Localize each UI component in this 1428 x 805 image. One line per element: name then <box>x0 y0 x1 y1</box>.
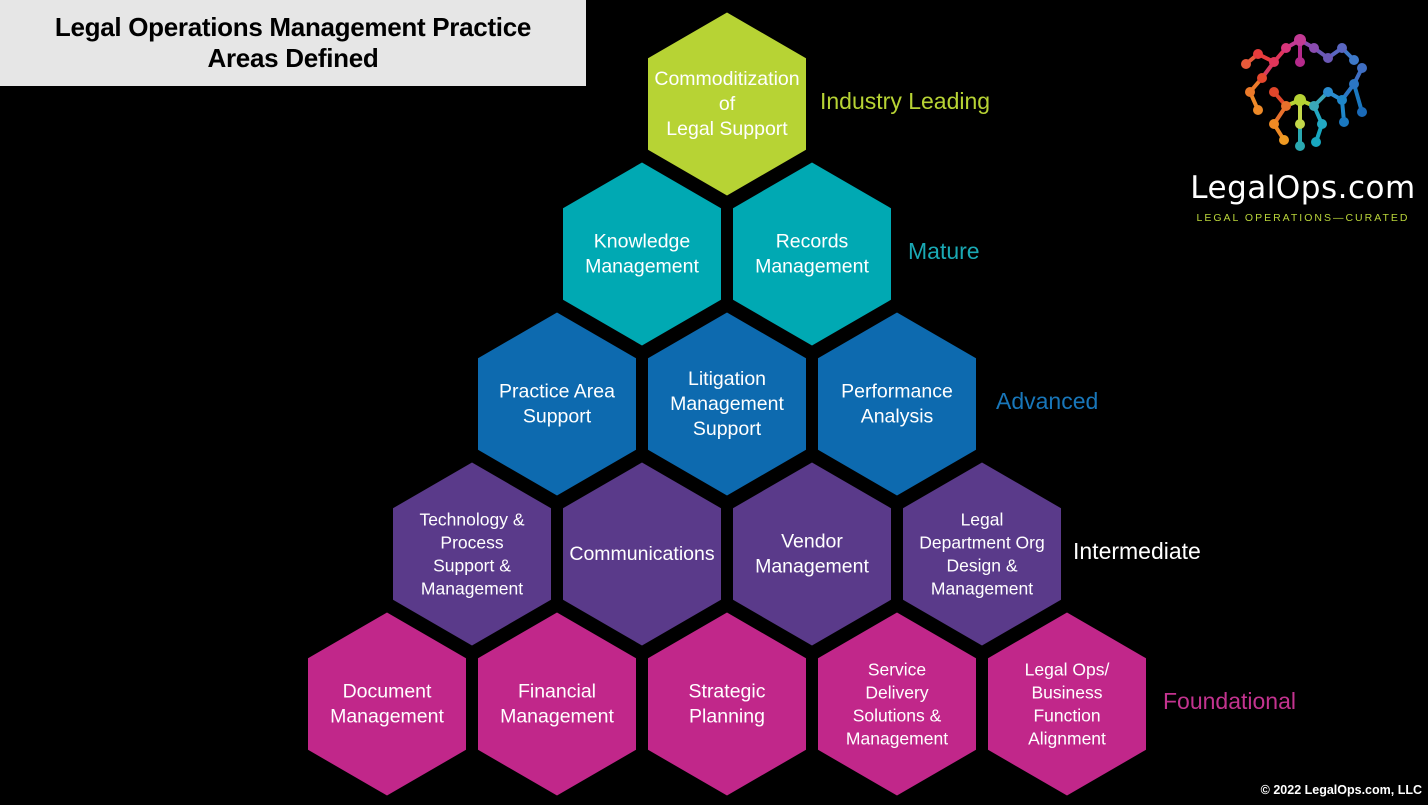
hex-label-line: Strategic <box>689 681 766 703</box>
hex-label-line: Management <box>755 556 869 578</box>
hex-strategic-planning: Strategic Planning <box>642 605 812 803</box>
hex-label-line: Analysis <box>861 406 934 428</box>
hex-shape-technology-process-support-management <box>387 455 557 653</box>
hex-shape-litigation-management-support <box>642 305 812 503</box>
hex-shape-financial-management <box>472 605 642 803</box>
hex-label-line: Communications <box>569 543 714 565</box>
hex-label-line: Legal Ops/ <box>1025 660 1110 680</box>
hex-shape-records-management <box>727 155 897 353</box>
hex-label-line: Business <box>1031 683 1102 703</box>
hex-performance-analysis: Performance Analysis <box>812 305 982 503</box>
page-title-line-2: Areas Defined <box>207 43 379 73</box>
hex-shape-vendor-management <box>727 455 897 653</box>
hex-shape-communications <box>557 455 727 653</box>
hex-label-line: Legal <box>961 510 1004 530</box>
hex-label-line: Management <box>421 579 523 599</box>
network-hexagon-logo-icon <box>1241 34 1367 151</box>
hex-practice-area-support: Practice Area Support <box>472 305 642 503</box>
logo-tagline: LEGAL OPERATIONS—CURATED <box>1196 212 1410 224</box>
hex-label-line: Solutions & <box>853 706 942 726</box>
page-title: Legal Operations Management Practice Are… <box>55 12 531 74</box>
level-label-foundational: Foundational <box>1163 688 1296 714</box>
hex-label-line: Performance <box>841 381 953 403</box>
hex-communications: Communications <box>557 455 727 653</box>
hex-label-line: Document <box>343 681 432 703</box>
hex-label-line: Function <box>1033 706 1100 726</box>
hex-label-line: Service <box>868 660 926 680</box>
hex-label-line: Management <box>931 579 1033 599</box>
hex-technology-process-support-management: Technology & Process Support & Management <box>387 455 557 653</box>
hex-label-line: Alignment <box>1028 729 1106 749</box>
hex-label-line: Department Org <box>919 533 1044 553</box>
hex-records-management: Records Management <box>727 155 897 353</box>
hex-label-line: Commoditization <box>654 68 799 90</box>
level-label-intermediate: Intermediate <box>1073 538 1201 564</box>
hex-service-delivery-solutions-management: Service Delivery Solutions & Management <box>812 605 982 803</box>
hex-legal-ops-business-function-alignment: Legal Ops/Business Function Alignment <box>982 605 1152 803</box>
hex-label-line: Financial <box>518 681 596 703</box>
logo-wordmark: LegalOps.com <box>1190 170 1416 206</box>
legalops-logo: LegalOps.com LEGAL OPERATIONS—CURATED <box>1178 0 1428 250</box>
title-banner: Legal Operations Management Practice Are… <box>0 0 586 86</box>
hex-shape-legal-ops-business-function-alignment <box>982 605 1152 803</box>
hex-label-line: Process <box>440 533 503 553</box>
hex-label-line: Management <box>755 256 869 278</box>
hex-label-line: Delivery <box>865 683 928 703</box>
hex-legal-department-org-design-management: Legal Department Org Design & Management <box>897 455 1067 653</box>
page-title-line-1: Legal Operations Management Practice <box>54 12 532 42</box>
hex-shape-legal-department-org-design-management <box>897 455 1067 653</box>
hex-financial-management: Financial Management <box>472 605 642 803</box>
hex-commoditization-of-legal-support: Commoditization of Legal Support <box>642 5 812 203</box>
hex-label-line: Planning <box>689 706 765 728</box>
hex-shape-practice-area-support <box>472 305 642 503</box>
hex-label-line: Support <box>693 418 762 440</box>
hex-label-line: Vendor <box>781 531 843 553</box>
hex-litigation-management-support: Litigation Management Support <box>642 305 812 503</box>
hex-label-line: Practice Area <box>499 381 615 403</box>
hex-label-line: of <box>719 93 736 115</box>
hex-label-line: Knowledge <box>594 231 691 253</box>
level-label-mature: Mature <box>908 238 980 264</box>
copyright-notice: © 2022 LegalOps.com, LLC <box>1260 783 1422 797</box>
hex-label-line: Support <box>523 406 592 428</box>
hex-knowledge-management: Knowledge Management <box>557 155 727 353</box>
hex-label-line: Management <box>330 706 444 728</box>
hex-label-line: Management <box>585 256 699 278</box>
level-label-advanced: Advanced <box>996 388 1098 414</box>
hex-label-line: Management <box>846 729 948 749</box>
hex-label-line: Support & <box>433 556 511 576</box>
hex-label-line: Management <box>670 393 784 415</box>
hex-label-line: Technology & <box>419 510 524 530</box>
hex-shape-service-delivery-solutions-management <box>812 605 982 803</box>
hex-shape-document-management <box>302 605 472 803</box>
hex-label-line: Legal Support <box>666 118 788 140</box>
hex-shape-strategic-planning <box>642 605 812 803</box>
hex-label-line: Records <box>776 231 849 253</box>
hex-shape-knowledge-management <box>557 155 727 353</box>
hex-shape-performance-analysis <box>812 305 982 503</box>
hex-label-line: Management <box>500 706 614 728</box>
hex-document-management: Document Management <box>302 605 472 803</box>
hex-shape-commoditization-of-legal-support <box>642 5 812 203</box>
hex-vendor-management: Vendor Management <box>727 455 897 653</box>
level-label-industry-leading: Industry Leading <box>820 88 990 114</box>
hex-label-line: Litigation <box>688 368 766 390</box>
hex-label-line: Design & <box>946 556 1017 576</box>
